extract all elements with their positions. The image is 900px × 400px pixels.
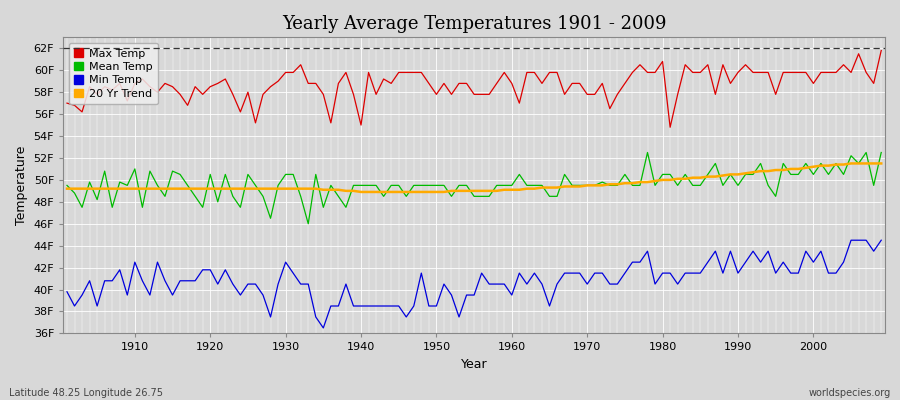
Title: Yearly Average Temperatures 1901 - 2009: Yearly Average Temperatures 1901 - 2009	[282, 15, 666, 33]
Legend: Max Temp, Mean Temp, Min Temp, 20 Yr Trend: Max Temp, Mean Temp, Min Temp, 20 Yr Tre…	[68, 43, 158, 104]
Y-axis label: Temperature: Temperature	[15, 146, 28, 225]
Text: Latitude 48.25 Longitude 26.75: Latitude 48.25 Longitude 26.75	[9, 388, 163, 398]
X-axis label: Year: Year	[461, 358, 488, 371]
Text: worldspecies.org: worldspecies.org	[809, 388, 891, 398]
